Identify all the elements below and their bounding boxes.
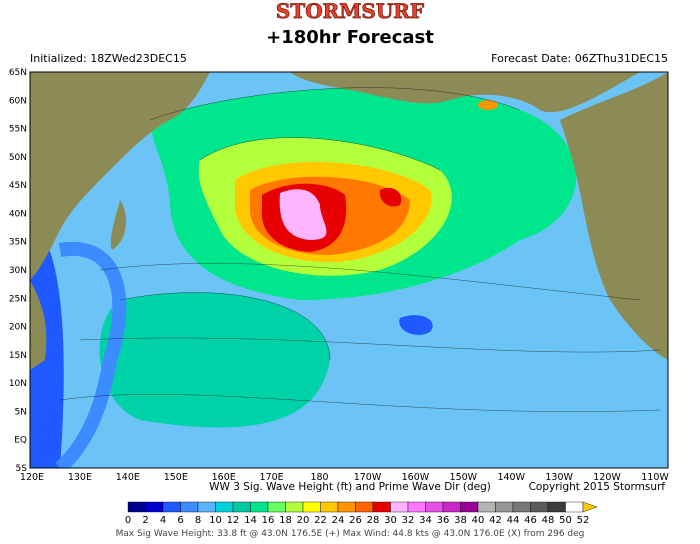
legend-swatch xyxy=(285,501,304,513)
legend-swatch xyxy=(372,501,391,513)
legend-label: 2 xyxy=(142,515,148,526)
lon-label: 150E xyxy=(164,472,188,483)
lat-label: 10N xyxy=(9,379,27,389)
lon-label: 170W xyxy=(354,472,382,483)
map xyxy=(29,71,669,469)
legend-label: 0 xyxy=(125,515,131,526)
lat-label: 25N xyxy=(9,294,27,304)
legend-swatch xyxy=(197,501,216,513)
lon-label: 130E xyxy=(68,472,92,483)
stats: Max Sig Wave Height: 33.8 ft @ 43.0N 176… xyxy=(116,529,585,539)
legend-swatch xyxy=(267,501,286,513)
lon-label: 140E xyxy=(116,472,140,483)
legend-label: 12 xyxy=(227,515,240,526)
lat-label: 20N xyxy=(9,323,27,333)
legend-swatch xyxy=(442,501,461,513)
legend-swatch xyxy=(162,501,181,513)
legend-label: 46 xyxy=(524,515,537,526)
legend-label: 8 xyxy=(195,515,201,526)
legend-label: 50 xyxy=(559,515,572,526)
legend-label: 28 xyxy=(367,515,380,526)
legend-swatch xyxy=(530,501,549,513)
legend-swatch xyxy=(232,501,251,513)
legend-swatch xyxy=(127,501,146,513)
legend-label: 16 xyxy=(262,515,275,526)
legend-swatch xyxy=(180,501,199,513)
legend-label: 42 xyxy=(489,515,502,526)
lon-label: 170E xyxy=(260,472,284,483)
legend-label: 38 xyxy=(454,515,467,526)
legend-label: 10 xyxy=(209,515,222,526)
lon-label: 160E xyxy=(212,472,236,483)
legend-label: 48 xyxy=(542,515,555,526)
legend-swatch xyxy=(337,501,356,513)
lat-label: 55N xyxy=(9,125,27,135)
legend-label: 52 xyxy=(577,515,590,526)
legend-label: 24 xyxy=(332,515,345,526)
legend-label: 4 xyxy=(160,515,166,526)
legend-label: 6 xyxy=(177,515,183,526)
lat-label: 15N xyxy=(9,351,27,361)
legend-swatch xyxy=(355,501,374,513)
legend-label: 18 xyxy=(279,515,292,526)
lat-label: 60N xyxy=(9,96,27,106)
lon-label: 180 xyxy=(310,472,328,483)
legend-swatch xyxy=(512,501,531,513)
title: +180hr Forecast xyxy=(266,27,434,48)
legend-arrow xyxy=(582,501,598,513)
legend-swatch xyxy=(477,501,496,513)
legend-label: 40 xyxy=(472,515,485,526)
lon-label: 130W xyxy=(545,472,573,483)
legend-swatch xyxy=(425,501,444,513)
legend-swatch xyxy=(302,501,321,513)
lon-label: 150W xyxy=(450,472,478,483)
legend-swatch xyxy=(460,501,479,513)
legend-swatch xyxy=(407,501,426,513)
legend: 0 2 4 6 8 10 12 14 16 18 20 22 24 26 28 30 32 34 36 38 40 42 4… xyxy=(125,501,598,526)
lat-label: EQ xyxy=(14,436,27,446)
lat-label: 65N xyxy=(9,68,27,78)
lon-label: 160W xyxy=(402,472,430,483)
caption: WW 3 Sig. Wave Height (ft) and Prime Wav… xyxy=(209,481,491,493)
legend-swatch xyxy=(565,501,584,513)
lat-label: 30N xyxy=(9,266,27,276)
legend-label: 26 xyxy=(349,515,362,526)
lat-label: 40N xyxy=(9,209,27,219)
lat-label: 35N xyxy=(9,238,27,248)
brand: STORMSURF xyxy=(276,0,424,23)
forecast-date: Forecast Date: 06ZThu31DEC15 xyxy=(491,52,668,65)
legend-swatch xyxy=(547,501,566,513)
legend-label: 20 xyxy=(297,515,310,526)
initialized: Initialized: 18ZWed23DEC15 xyxy=(30,52,187,65)
lat-label: 45N xyxy=(9,181,27,191)
legend-swatch xyxy=(215,501,234,513)
legend-label: 34 xyxy=(419,515,432,526)
legend-label: 44 xyxy=(507,515,520,526)
copyright: Copyright 2015 Stormsurf xyxy=(529,481,666,493)
legend-label: 32 xyxy=(402,515,415,526)
legend-label: 30 xyxy=(384,515,397,526)
legend-swatch xyxy=(145,501,164,513)
legend-label: 22 xyxy=(314,515,327,526)
lon-label: 120W xyxy=(593,472,621,483)
lat-label: 5S xyxy=(16,464,28,474)
lon-label: 140W xyxy=(497,472,525,483)
legend-label: 36 xyxy=(437,515,450,526)
legend-swatch xyxy=(250,501,269,513)
legend-swatch xyxy=(390,501,409,513)
legend-swatch xyxy=(320,501,339,513)
legend-swatch xyxy=(495,501,514,513)
lon-label: 120E xyxy=(20,472,44,483)
lat-label: 5N xyxy=(15,407,27,417)
lat-label: 50N xyxy=(9,153,27,163)
lon-label: 110W xyxy=(641,472,669,483)
legend-label: 14 xyxy=(244,515,257,526)
